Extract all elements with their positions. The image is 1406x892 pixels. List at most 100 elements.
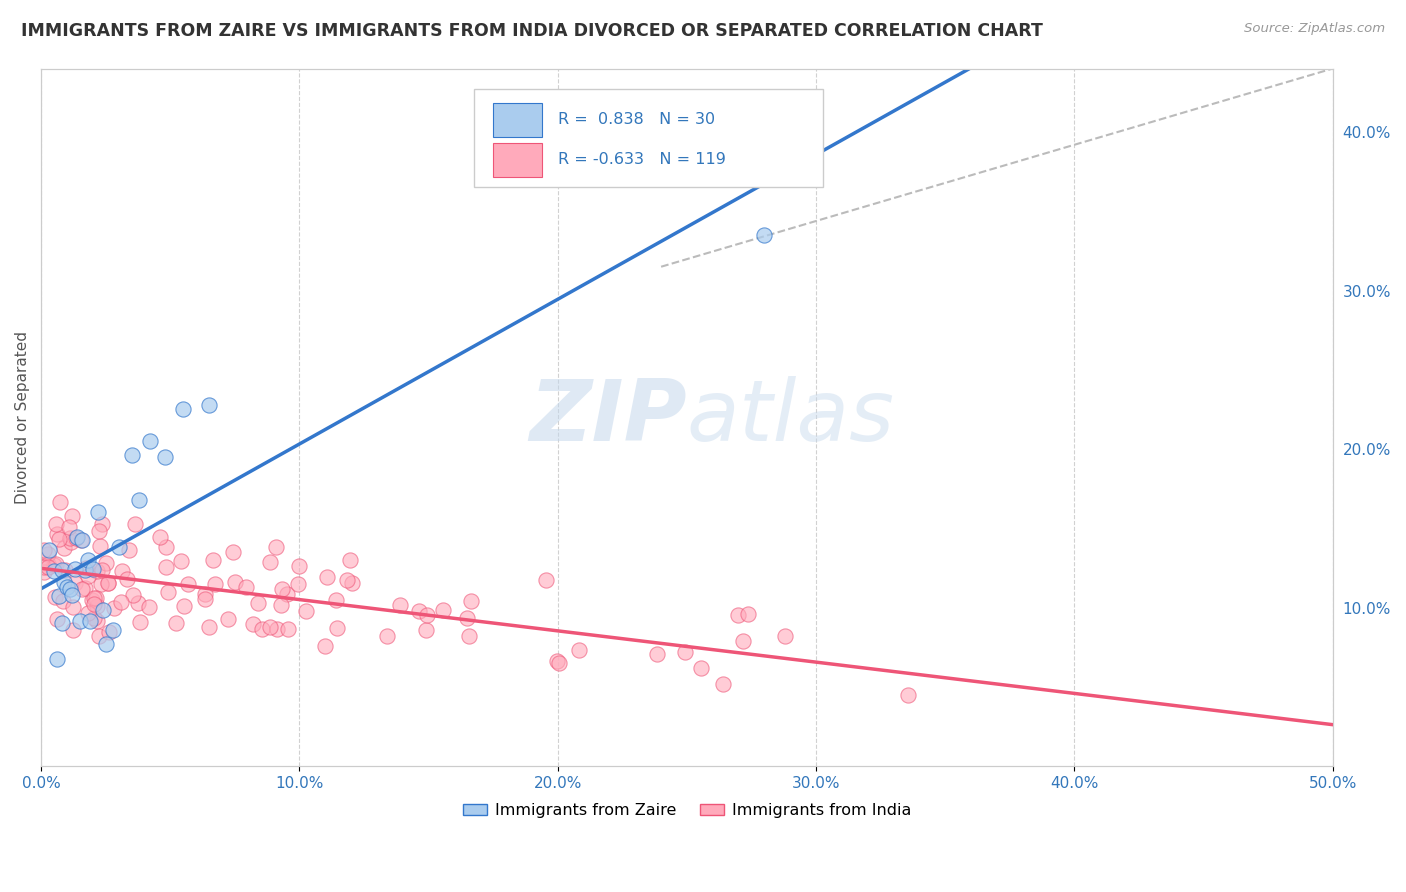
Point [86, 564, 108, 578]
Point [91, 603, 114, 617]
Point [73, 581, 96, 595]
Point [77, 569, 100, 583]
Point [277, 622, 299, 636]
Point [138, 600, 160, 615]
Point [83, 591, 105, 605]
Point [51, 563, 73, 577]
Point [46, 612, 69, 626]
Point [177, 577, 200, 591]
Text: R = -0.633   N = 119: R = -0.633 N = 119 [558, 152, 725, 167]
Point [90, 562, 112, 576]
Point [97, 575, 120, 590]
Point [156, 585, 179, 599]
Point [49, 495, 72, 509]
Point [155, 540, 177, 554]
Point [276, 587, 298, 601]
Point [339, 553, 361, 567]
Point [53, 541, 76, 555]
Point [58, 520, 80, 534]
Point [83, 611, 105, 625]
Point [198, 398, 221, 412]
Point [38, 542, 60, 557]
Point [325, 593, 347, 607]
Point [325, 620, 347, 634]
Point [53, 563, 76, 577]
Point [458, 630, 481, 644]
Point [97, 624, 120, 639]
Point [75, 560, 97, 574]
Point [56, 580, 79, 594]
Point [242, 617, 264, 632]
Text: IMMIGRANTS FROM ZAIRE VS IMMIGRANTS FROM INDIA DIVORCED OR SEPARATED CORRELATION: IMMIGRANTS FROM ZAIRE VS IMMIGRANTS FROM… [21, 22, 1043, 40]
Point [76, 606, 98, 620]
Point [271, 582, 294, 596]
Point [97, 576, 120, 591]
Point [118, 542, 141, 557]
Point [83, 597, 105, 611]
Point [87, 524, 110, 538]
Point [149, 530, 172, 544]
Point [138, 434, 160, 449]
Point [37, 547, 59, 561]
Point [60, 588, 83, 602]
Point [194, 587, 217, 601]
Point [84, 591, 107, 605]
Point [107, 540, 129, 554]
Point [37, 559, 59, 574]
Text: Source: ZipAtlas.com: Source: ZipAtlas.com [1244, 22, 1385, 36]
Point [711, 676, 734, 690]
Point [52, 594, 75, 608]
Point [173, 599, 195, 613]
Point [59, 531, 82, 545]
Point [287, 558, 309, 573]
Point [128, 615, 150, 629]
Point [314, 639, 336, 653]
Legend: Immigrants from Zaire, Immigrants from India: Immigrants from Zaire, Immigrants from I… [457, 797, 918, 824]
Point [222, 545, 245, 559]
Point [60, 509, 83, 524]
Point [155, 559, 177, 574]
Point [127, 596, 149, 610]
Text: R =  0.838   N = 30: R = 0.838 N = 30 [558, 112, 714, 127]
Point [45, 526, 67, 541]
Point [270, 598, 292, 612]
Point [294, 604, 316, 618]
Point [90, 576, 112, 591]
Point [377, 629, 399, 643]
Text: ZIP: ZIP [529, 376, 688, 458]
Point [546, 654, 568, 668]
Y-axis label: Divorced or Separated: Divorced or Separated [15, 331, 30, 504]
Point [45, 652, 67, 666]
Point [89, 539, 111, 553]
Point [897, 688, 920, 702]
Point [336, 573, 359, 587]
Point [259, 555, 281, 569]
Point [432, 603, 454, 617]
Point [198, 620, 221, 634]
Point [536, 573, 558, 587]
Point [48, 532, 70, 546]
Point [80, 593, 103, 607]
Point [91, 517, 114, 532]
Point [217, 612, 239, 626]
Point [690, 661, 713, 675]
Point [754, 227, 776, 242]
Point [169, 553, 191, 567]
Point [86, 599, 108, 613]
Point [340, 576, 363, 591]
Point [48, 590, 70, 604]
Point [42, 564, 65, 578]
Point [32, 565, 55, 579]
Point [86, 614, 108, 628]
Point [121, 448, 143, 462]
Point [62, 623, 84, 637]
Point [70, 582, 93, 596]
Point [250, 623, 273, 637]
Point [456, 610, 478, 624]
FancyBboxPatch shape [474, 89, 823, 187]
Point [548, 656, 571, 670]
Point [32, 560, 55, 574]
FancyBboxPatch shape [494, 144, 543, 177]
Point [201, 553, 224, 567]
Point [416, 607, 439, 622]
